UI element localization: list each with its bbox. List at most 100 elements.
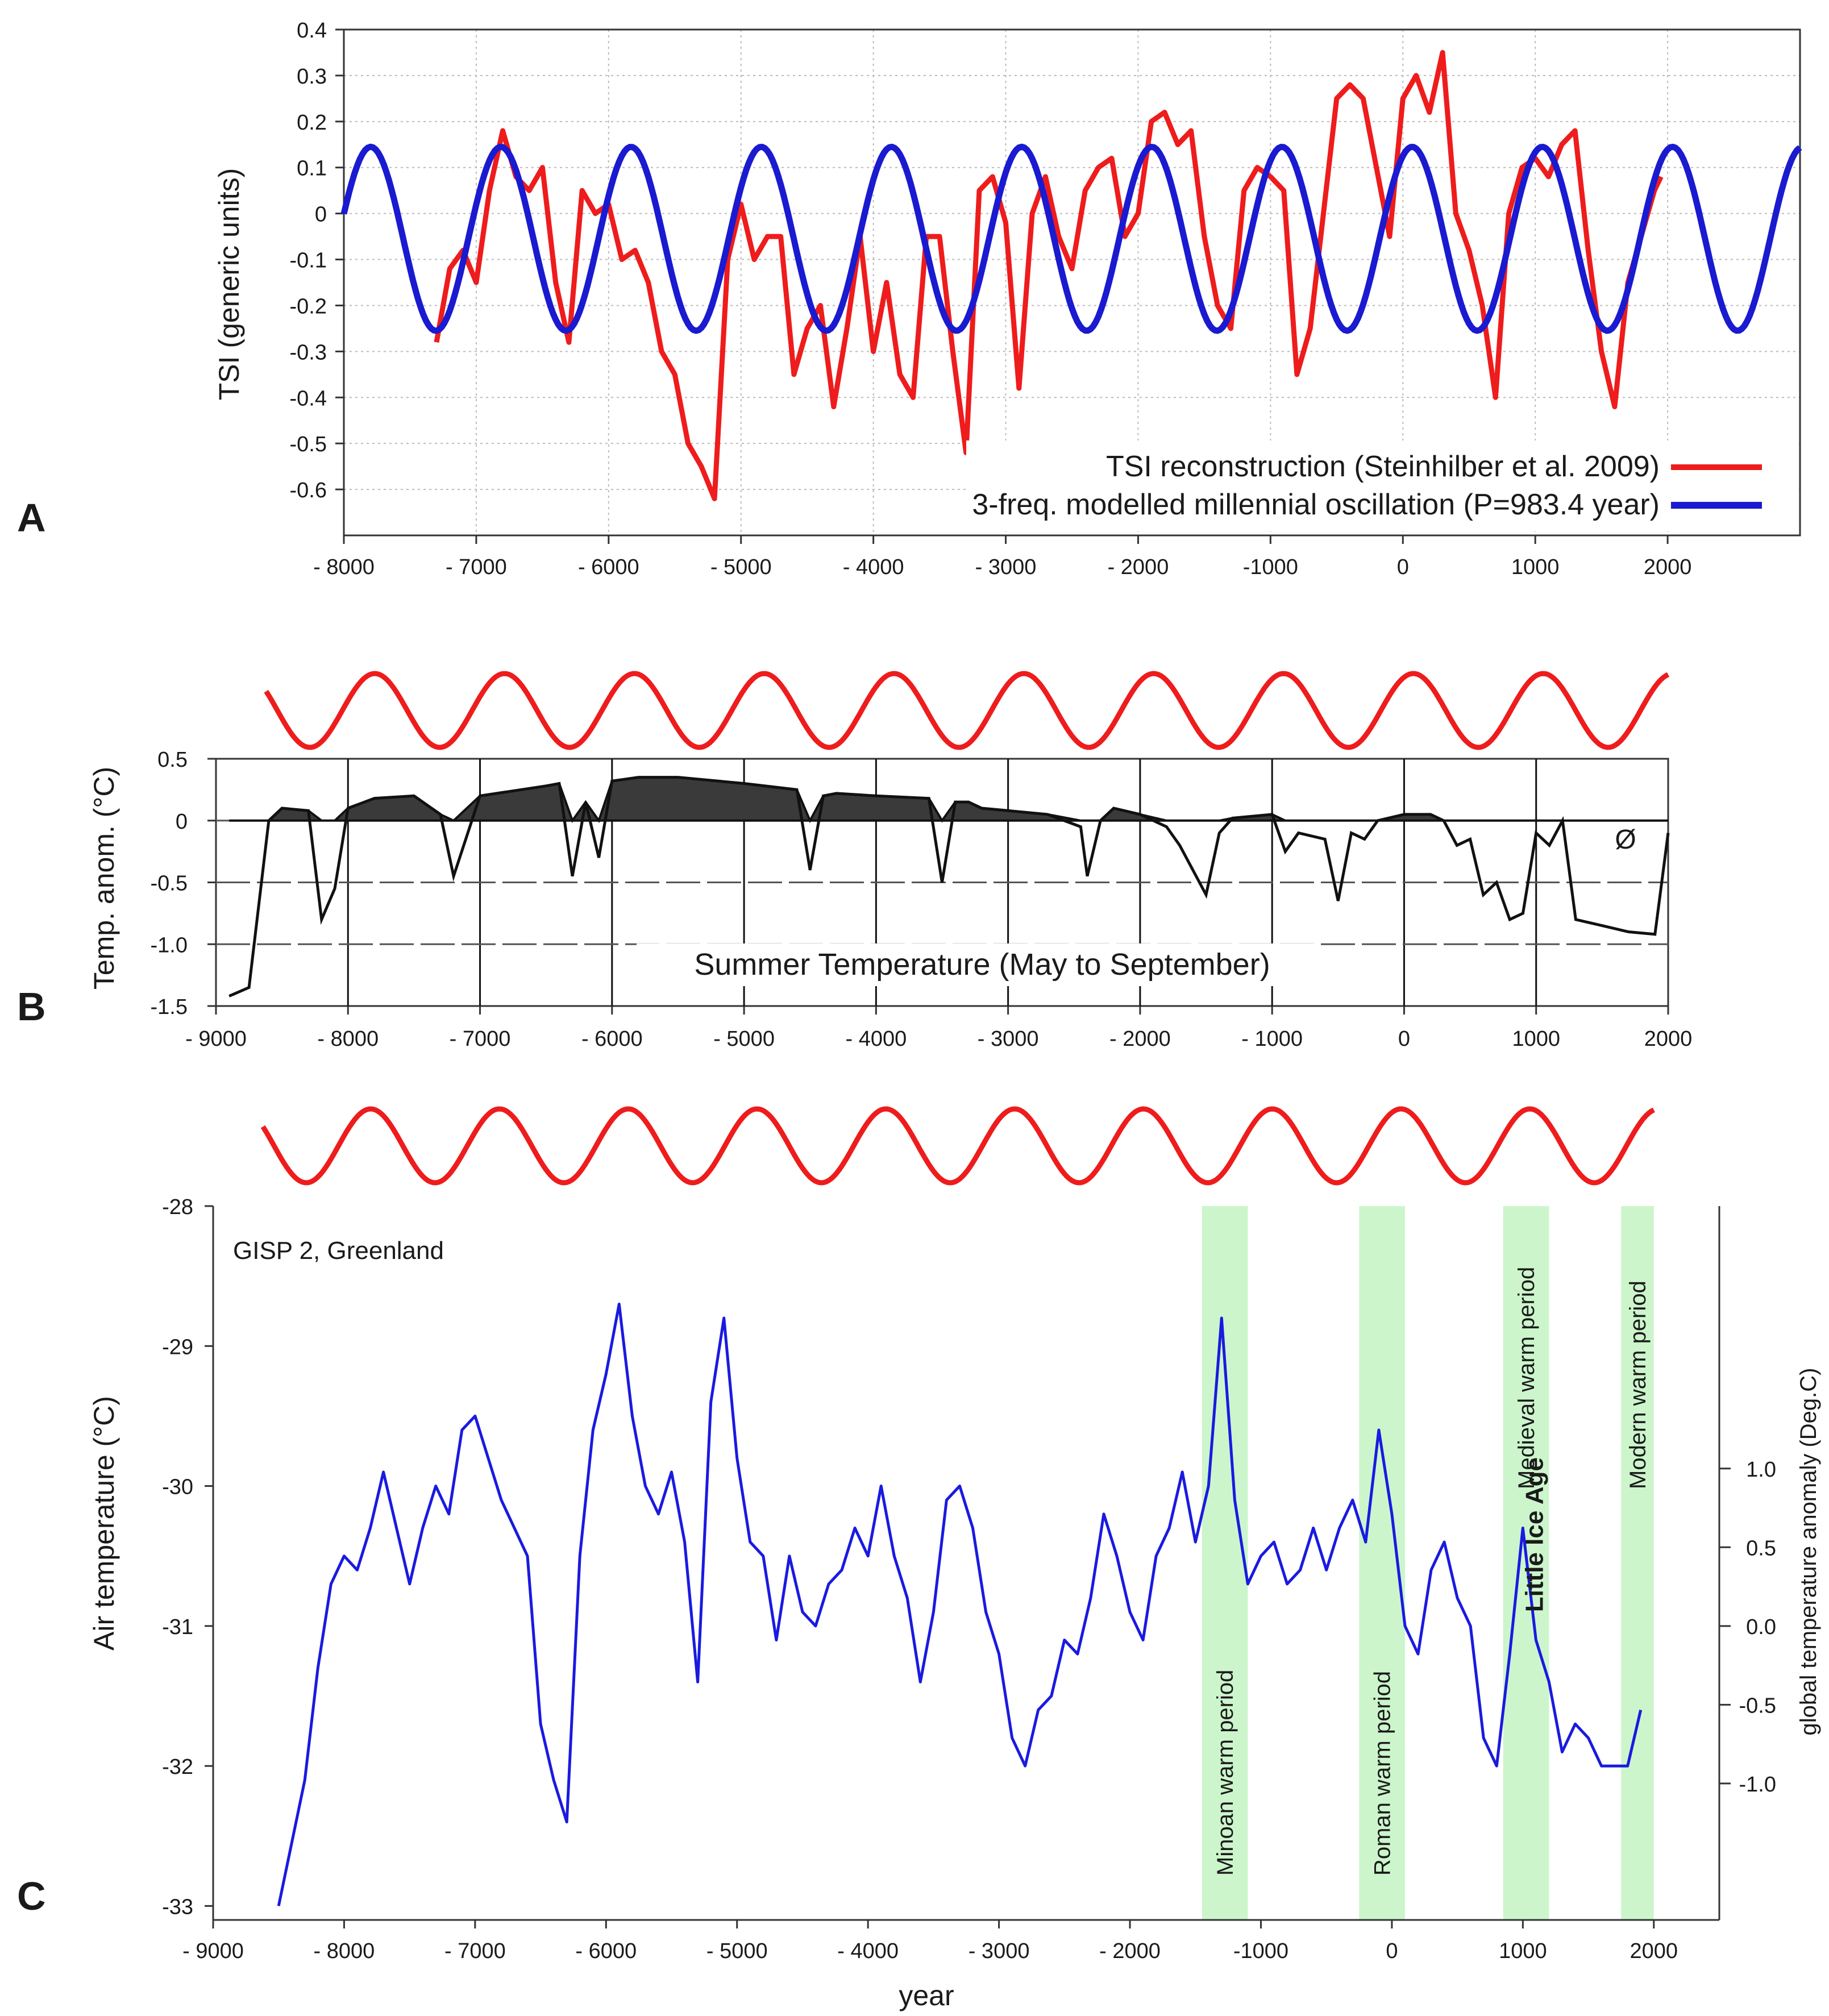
panel-a-label: A <box>17 496 46 540</box>
y-tick-label: 0 <box>315 203 327 227</box>
x-tick-label: 1000 <box>1512 1027 1560 1051</box>
y-tick-label: -1.0 <box>151 933 188 957</box>
x-tick-label: - 4000 <box>843 555 904 579</box>
panel-b-y-axis: 0.5 0 -0.5 -1.0 -1.5 <box>151 748 216 1019</box>
x-tick-label: 2000 <box>1644 555 1692 579</box>
warm-period-band: Minoan warm period <box>1202 1206 1248 1920</box>
panel-a-x-axis: - 8000 - 7000 - 6000 - 5000 - 4000 - 3000 - 20… <box>313 535 1691 579</box>
x-tick-label: - 5000 <box>710 555 772 579</box>
x-tick-label: - 4000 <box>837 1939 899 1963</box>
warm-period-band: Modern warm period <box>1621 1206 1654 1920</box>
panel-a-ylabel: TSI (generic units) <box>213 168 245 400</box>
y-tick-label: -32 <box>162 1755 193 1779</box>
x-tick-label: 2000 <box>1630 1939 1678 1963</box>
x-tick-label: - 5000 <box>706 1939 768 1963</box>
tsi-reconstruction-line <box>434 50 1664 501</box>
x-tick-label: - 3000 <box>968 1939 1030 1963</box>
panel-c-x-axis: - 9000 - 8000 - 7000 - 6000 - 5000 - 4000 - 30… <box>182 1920 1678 1963</box>
x-tick-label: 2000 <box>1644 1027 1693 1051</box>
panel-c-ylabel: Air temperature (°C) <box>88 1396 120 1651</box>
warm-period-label: Roman warm period <box>1370 1671 1395 1876</box>
x-tick-label: - 2000 <box>1099 1939 1161 1963</box>
panel-c-title: GISP 2, Greenland <box>233 1237 444 1265</box>
x-tick-label: - 3000 <box>975 555 1037 579</box>
y-tick-label: -0.5 <box>290 433 327 456</box>
summer-temperature-line <box>228 776 1670 997</box>
y2-tick-label: -0.5 <box>1739 1694 1776 1718</box>
x-tick-label: 1000 <box>1511 555 1560 579</box>
x-tick-label: 0 <box>1397 555 1409 579</box>
x-tick-label: 1000 <box>1499 1939 1547 1963</box>
x-tick-label: - 8000 <box>314 1939 375 1963</box>
x-tick-label: - 2000 <box>1108 555 1169 579</box>
x-tick-label: - 9000 <box>182 1939 244 1963</box>
x-tick-label: - 8000 <box>317 1027 379 1051</box>
x-tick-label: - 7000 <box>444 1939 506 1963</box>
x-tick-label: 0 <box>1386 1939 1398 1963</box>
millennial-oscillation-line <box>340 143 1802 334</box>
summer-temperature-area <box>229 776 1668 824</box>
y2-tick-label: 0.5 <box>1746 1536 1776 1560</box>
y-tick-label: -33 <box>162 1895 193 1919</box>
x-tick-label: - 8000 <box>313 555 375 579</box>
warm-period-label: Modern warm period <box>1626 1281 1651 1489</box>
y-tick-label: -1.5 <box>151 995 188 1019</box>
x-tick-label: - 7000 <box>446 555 507 579</box>
y-tick-label: -0.1 <box>290 249 327 273</box>
y-tick-label: 0 <box>176 810 188 834</box>
y-tick-label: 0.5 <box>157 748 188 772</box>
annotation-little-ice-age: Little Ice Age <box>1521 1457 1549 1612</box>
legend-item-tsi: TSI reconstruction (Steinhilber et al. 2… <box>1106 450 1660 483</box>
x-tick-label: - 5000 <box>713 1027 775 1051</box>
y-tick-label: -0.4 <box>290 386 327 410</box>
panel-c-ylabel-right: global temperature anomaly (Deg.C) <box>1796 1368 1821 1736</box>
panel-b: B Temp. anom. (°C) Summer Temperature (M… <box>17 671 1692 1051</box>
panel-b-ylabel: Temp. anom. (°C) <box>88 767 120 990</box>
panel-c-label: C <box>17 1874 46 1918</box>
gisp2-temperature-line <box>277 1302 1643 1906</box>
warm-period-fill <box>1202 1206 1248 1920</box>
x-tick-label: - 4000 <box>845 1027 907 1051</box>
zero-marker: Ø <box>1615 825 1636 855</box>
annotation-background <box>637 943 1319 986</box>
y2-tick-label: 0.0 <box>1746 1615 1776 1639</box>
legend-background <box>966 440 1796 531</box>
warm-period-label: Medieval warm period <box>1514 1267 1539 1489</box>
x-tick-label: -1000 <box>1243 555 1298 579</box>
y-tick-label: 0.1 <box>297 157 327 181</box>
y-tick-label: -0.6 <box>290 479 327 502</box>
legend-item-oscillation: 3-freq. modelled millennial oscillation … <box>972 488 1660 521</box>
panel-c-xlabel: year <box>899 1980 954 2011</box>
panel-a-legend: TSI reconstruction (Steinhilber et al. 2… <box>966 440 1796 531</box>
panel-c: C Air temperature (°C) global temperatur… <box>17 1106 1821 2011</box>
x-tick-label: - 6000 <box>578 555 639 579</box>
x-tick-label: - 9000 <box>185 1027 247 1051</box>
x-tick-label: - 6000 <box>575 1939 637 1963</box>
y-tick-label: 0.2 <box>297 111 327 135</box>
x-tick-label: - 2000 <box>1109 1027 1171 1051</box>
x-tick-label: - 1000 <box>1241 1027 1303 1051</box>
panel-b-reference-wave <box>264 671 1670 750</box>
warm-period-fill <box>1621 1206 1654 1920</box>
y-tick-label: -31 <box>162 1615 193 1639</box>
y-tick-label: -28 <box>162 1195 193 1219</box>
y-tick-label: 0.3 <box>297 65 327 89</box>
x-tick-label: - 6000 <box>581 1027 643 1051</box>
x-tick-label: 0 <box>1398 1027 1410 1051</box>
panel-a-frame <box>343 28 1801 537</box>
panel-b-x-axis: - 9000 - 8000 - 7000 - 6000 - 5000 - 4000 - 30… <box>185 1006 1692 1051</box>
y-tick-label: -0.5 <box>151 872 188 896</box>
panel-c-right-axis: 1.0 0.5 0.0 -0.5 -1.0 <box>1719 1458 1776 1797</box>
panel-a: A TSI (generic units) 0.4 0.3 0.2 0.1 0 -0.1 -… <box>17 19 1802 579</box>
panel-c-annotations: Little Ice Age <box>1521 1457 1549 1612</box>
x-tick-label: -1000 <box>1233 1939 1288 1963</box>
x-tick-label: - 7000 <box>450 1027 511 1051</box>
panel-b-annotation: Summer Temperature (May to September) <box>694 947 1270 982</box>
warm-period-label: Minoan warm period <box>1213 1670 1238 1876</box>
panel-c-y-axis: -28 -29 -30 -31 -32 -33 <box>162 1195 213 1919</box>
x-tick-label: - 3000 <box>978 1027 1039 1051</box>
y-tick-label: 0.4 <box>297 19 327 43</box>
y-tick-label: -30 <box>162 1475 193 1499</box>
panel-a-y-axis: 0.4 0.3 0.2 0.1 0 -0.1 -0.2 -0.3 -0.4 -0.5 -0.6 <box>290 19 344 502</box>
